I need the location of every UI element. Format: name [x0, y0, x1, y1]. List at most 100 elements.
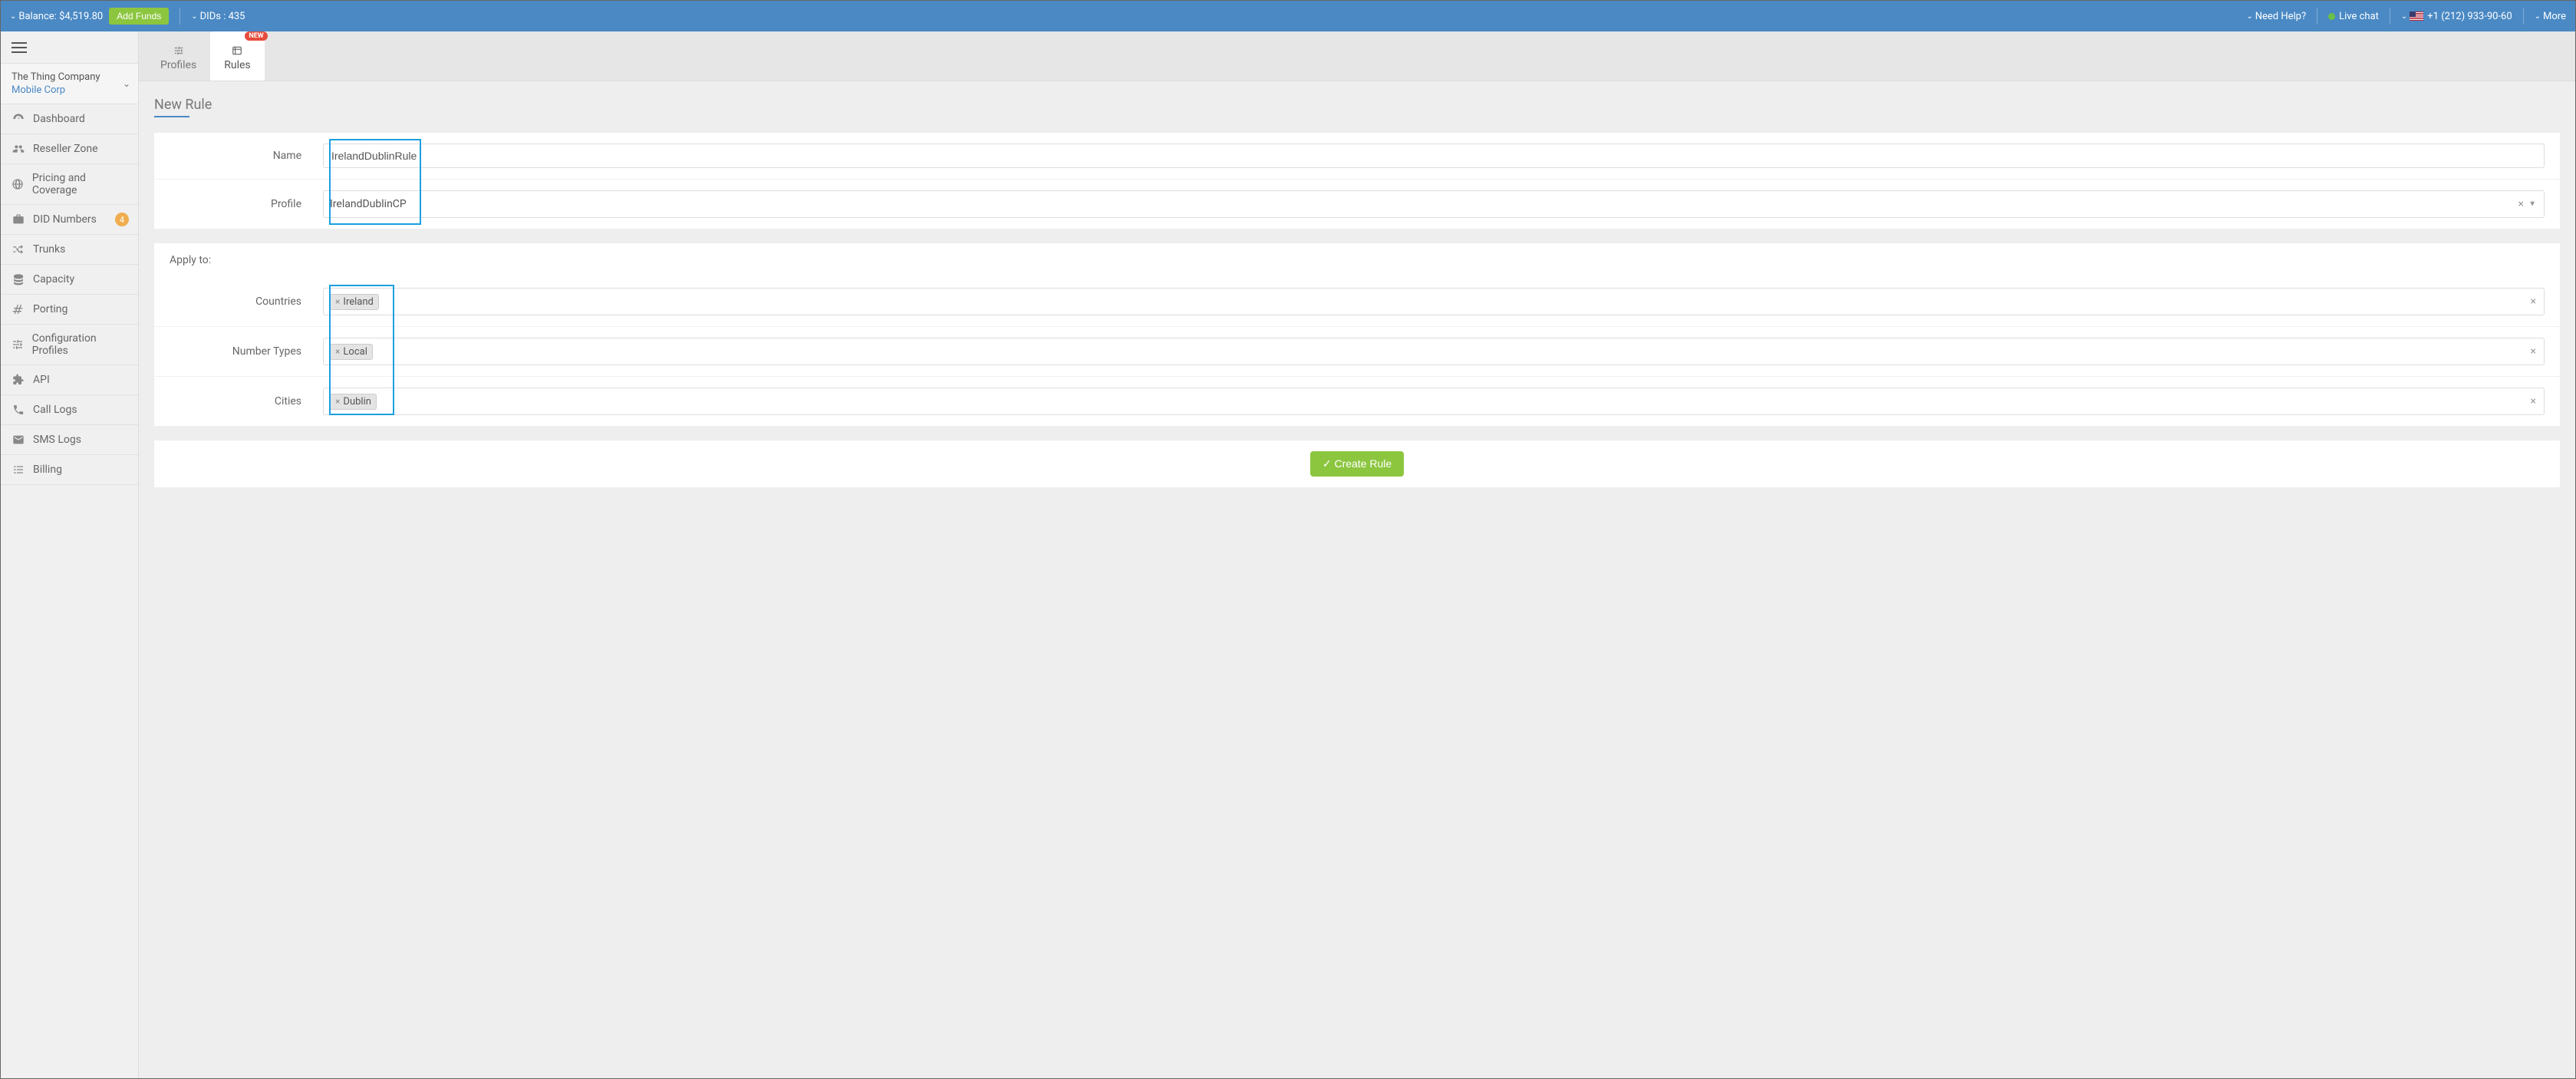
main-content: Profiles Rules NEW New Rule Name — [139, 31, 2575, 1078]
caret-down-icon: ⌄ — [2246, 12, 2252, 21]
sidebar-item-pricing[interactable]: Pricing and Coverage — [1, 164, 138, 205]
clear-icon[interactable]: × — [2531, 395, 2536, 408]
sidebar-item-label: Billing — [33, 464, 62, 476]
profile-select[interactable]: IrelandDublinCP × ▼ — [323, 190, 2545, 218]
chip-remove-icon[interactable]: × — [335, 396, 340, 407]
sidebar-item-label: Call Logs — [33, 404, 77, 416]
dids-value: 435 — [229, 11, 245, 22]
company-selector[interactable]: The Thing Company Mobile Corp ⌄ — [1, 64, 138, 104]
tab-label: Profiles — [160, 59, 196, 71]
page-title: New Rule — [154, 97, 2560, 113]
row-profile: Profile IrelandDublinCP × ▼ — [154, 180, 2560, 229]
need-help-dropdown[interactable]: ⌄ Need Help? — [2246, 11, 2306, 22]
sidebar-item-billing[interactable]: Billing — [1, 455, 138, 485]
dids-dropdown[interactable]: ⌄ DIDs : 435 — [191, 11, 245, 22]
topbar-separator — [2523, 8, 2524, 25]
phone-dropdown[interactable]: ⌄ +1 (212) 933-90-60 — [2401, 11, 2512, 22]
clear-icon[interactable]: × — [2531, 295, 2536, 308]
dids-label: DIDs : — [200, 11, 226, 22]
countries-control: × Ireland × — [323, 288, 2545, 315]
number-types-control: × Local × — [323, 338, 2545, 365]
topbar-left: ⌄ Balance: $4,519.80 Add Funds ⌄ DIDs : … — [10, 8, 245, 25]
chip-type: × Local — [330, 344, 373, 360]
sidebar: The Thing Company Mobile Corp ⌄ Dashboar… — [1, 31, 139, 1078]
live-chat-label: Live chat — [2339, 11, 2379, 22]
balance-dropdown[interactable]: ⌄ Balance: $4,519.80 — [10, 11, 103, 22]
chip-label: Local — [343, 346, 367, 358]
create-rule-button[interactable]: Create Rule — [1310, 451, 1404, 477]
briefcase-icon — [12, 213, 25, 226]
name-input[interactable] — [323, 144, 2545, 168]
sidebar-item-label: Porting — [33, 303, 68, 315]
sidebar-item-label: Capacity — [33, 273, 74, 285]
number-types-select[interactable]: × Local × — [323, 338, 2545, 365]
chip-remove-icon[interactable]: × — [335, 346, 340, 357]
clear-icon[interactable]: × — [2531, 345, 2536, 358]
sliders-icon — [172, 45, 186, 56]
topbar-right: ⌄ Need Help? Live chat ⌄ +1 (212) 933-90… — [2246, 8, 2566, 25]
content: New Rule Name Profile IrelandDublinCP × — [139, 81, 2575, 503]
topbar: ⌄ Balance: $4,519.80 Add Funds ⌄ DIDs : … — [1, 1, 2575, 31]
apply-to-header: Apply to: — [154, 243, 2560, 277]
sidebar-item-label: Dashboard — [33, 113, 85, 125]
status-dot-icon — [2328, 13, 2335, 20]
sidebar-item-label: API — [33, 374, 50, 386]
sliders-icon — [12, 338, 25, 351]
chip-country: × Ireland — [330, 294, 379, 310]
chip-remove-icon[interactable]: × — [335, 296, 340, 307]
tab-rules[interactable]: Rules NEW — [210, 31, 264, 81]
profile-control: IrelandDublinCP × ▼ — [323, 190, 2545, 218]
more-label: More — [2543, 11, 2566, 22]
sidebar-item-label: Pricing and Coverage — [32, 172, 127, 196]
label-number-types: Number Types — [170, 345, 323, 358]
sidebar-item-call-logs[interactable]: Call Logs — [1, 395, 138, 425]
database-icon — [12, 272, 25, 286]
sidebar-item-sms-logs[interactable]: SMS Logs — [1, 425, 138, 455]
countries-select[interactable]: × Ireland × — [323, 288, 2545, 315]
globe-icon — [12, 177, 25, 191]
sidebar-item-trunks[interactable]: Trunks — [1, 235, 138, 265]
burger-row — [1, 31, 138, 64]
card-rule-basic: Name Profile IrelandDublinCP × ▼ — [154, 133, 2560, 229]
sidebar-item-capacity[interactable]: Capacity — [1, 265, 138, 295]
more-dropdown[interactable]: ⌄ More — [2535, 11, 2566, 22]
label-name: Name — [170, 150, 323, 162]
add-funds-button[interactable]: Add Funds — [109, 8, 169, 25]
title-underline — [154, 116, 189, 117]
layout: The Thing Company Mobile Corp ⌄ Dashboar… — [1, 31, 2575, 1078]
row-cities: Cities × Dublin × — [154, 377, 2560, 427]
caret-down-icon: ⌄ — [2401, 12, 2407, 21]
menu-toggle-icon[interactable] — [12, 39, 27, 56]
users-icon — [12, 142, 25, 156]
puzzle-icon — [12, 373, 25, 387]
card-apply-to: Apply to: Countries × Ireland × — [154, 243, 2560, 427]
sidebar-item-api[interactable]: API — [1, 365, 138, 395]
rules-icon — [230, 45, 244, 56]
sidebar-item-reseller-zone[interactable]: Reseller Zone — [1, 134, 138, 164]
label-cities: Cities — [170, 395, 323, 408]
company-parent: The Thing Company — [12, 71, 127, 83]
cities-select[interactable]: × Dublin × — [323, 388, 2545, 415]
balance-label: Balance: — [18, 11, 56, 22]
label-countries: Countries — [170, 295, 323, 308]
sidebar-item-dashboard[interactable]: Dashboard — [1, 104, 138, 134]
label-profile: Profile — [170, 198, 323, 210]
live-chat-link[interactable]: Live chat — [2328, 11, 2379, 22]
chip-city: × Dublin — [330, 394, 377, 410]
caret-down-icon: ▼ — [2528, 200, 2536, 209]
name-control — [323, 144, 2545, 168]
sidebar-item-porting[interactable]: Porting — [1, 295, 138, 325]
sidebar-item-did-numbers[interactable]: DID Numbers 4 — [1, 205, 138, 235]
us-flag-icon — [2410, 12, 2423, 21]
sidebar-item-label: Reseller Zone — [33, 143, 98, 155]
clear-icon[interactable]: × — [2518, 198, 2524, 210]
sidebar-item-label: Trunks — [33, 243, 65, 256]
row-countries: Countries × Ireland × — [154, 277, 2560, 327]
balance-value: $4,519.80 — [59, 11, 103, 22]
sidebar-item-label: Configuration Profiles — [32, 332, 127, 357]
cities-control: × Dublin × — [323, 388, 2545, 415]
sidebar-item-config-profiles[interactable]: Configuration Profiles — [1, 325, 138, 365]
dashboard-icon — [12, 112, 25, 126]
submit-row: Create Rule — [154, 441, 2560, 487]
tab-profiles[interactable]: Profiles — [147, 31, 210, 81]
